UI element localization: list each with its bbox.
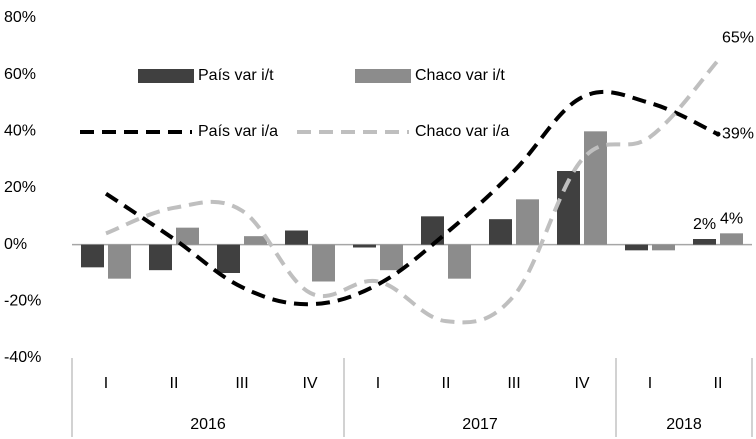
- x-tick-label: II: [442, 375, 451, 392]
- x-tick-label: III: [235, 375, 248, 392]
- data-label: 65%: [722, 30, 754, 47]
- bar: [176, 227, 199, 245]
- bar: [516, 199, 539, 245]
- line-marker: [715, 131, 721, 137]
- x-tick-label: II: [170, 375, 179, 392]
- data-label: 4%: [720, 211, 743, 228]
- bar: [244, 236, 267, 245]
- legend-swatch: [355, 69, 411, 83]
- legend-label: Chaco var i/a: [415, 123, 509, 140]
- group-label: 2018: [666, 416, 702, 433]
- line: [105, 59, 720, 325]
- x-tick-label: III: [507, 375, 520, 392]
- x-tick-label: II: [714, 375, 723, 392]
- x-tick-label: IV: [574, 375, 589, 392]
- x-tick-label: I: [104, 375, 108, 392]
- bar: [353, 244, 376, 248]
- y-tick-label: -40%: [4, 349, 41, 366]
- legend-label: País var i/t: [198, 67, 274, 84]
- bar: [584, 131, 607, 245]
- y-tick-label: 0%: [4, 236, 27, 253]
- group-label: 2017: [462, 416, 498, 433]
- bar: [149, 244, 172, 271]
- bar: [720, 233, 743, 245]
- bar: [81, 244, 104, 268]
- group-label: 2016: [190, 416, 226, 433]
- y-tick-label: 80%: [4, 9, 36, 26]
- legend-label: País var i/a: [198, 123, 278, 140]
- y-tick-label: -20%: [4, 293, 41, 310]
- y-tick-label: 40%: [4, 123, 36, 140]
- legend-label: Chaco var i/t: [415, 67, 505, 84]
- bar: [312, 244, 335, 282]
- bar: [108, 244, 131, 279]
- line: [104, 89, 719, 307]
- bar: [285, 230, 308, 245]
- y-tick-label: 20%: [4, 179, 36, 196]
- bar: [652, 244, 675, 251]
- y-tick-label: 60%: [4, 66, 36, 83]
- bar: [489, 219, 512, 245]
- bar: [217, 244, 240, 273]
- bar: [448, 244, 471, 279]
- data-label: 2%: [693, 216, 716, 233]
- bar: [625, 244, 648, 251]
- x-tick-label: I: [648, 375, 652, 392]
- x-tick-label: IV: [302, 375, 317, 392]
- bar: [693, 239, 716, 245]
- bar: [380, 244, 403, 271]
- data-label: 39%: [722, 125, 754, 142]
- x-tick-label: I: [376, 375, 380, 392]
- legend-swatch: [138, 69, 194, 83]
